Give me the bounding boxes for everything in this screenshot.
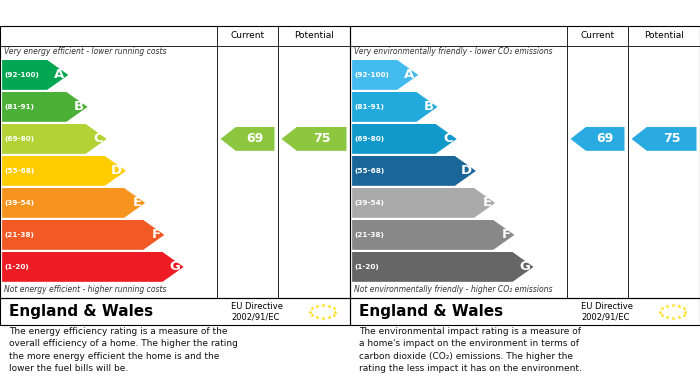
Text: (39-54): (39-54) xyxy=(4,200,34,206)
Text: England & Wales: England & Wales xyxy=(8,304,153,319)
Text: D: D xyxy=(461,164,472,178)
Text: (21-38): (21-38) xyxy=(4,232,34,238)
Text: 75: 75 xyxy=(663,133,680,145)
Text: Potential: Potential xyxy=(644,32,684,41)
Text: (69-80): (69-80) xyxy=(4,136,34,142)
Text: (81-91): (81-91) xyxy=(4,104,34,110)
Text: EU Directive: EU Directive xyxy=(581,302,633,311)
Text: (55-68): (55-68) xyxy=(354,168,384,174)
Text: EU Directive: EU Directive xyxy=(231,302,283,311)
Polygon shape xyxy=(570,127,624,151)
Polygon shape xyxy=(2,60,69,90)
Polygon shape xyxy=(220,127,274,151)
Text: (69-80): (69-80) xyxy=(354,136,384,142)
Text: D: D xyxy=(111,164,122,178)
Polygon shape xyxy=(281,127,346,151)
Text: The environmental impact rating is a measure of
a home's impact on the environme: The environmental impact rating is a mea… xyxy=(358,327,582,373)
Polygon shape xyxy=(2,124,106,154)
Text: B: B xyxy=(74,100,84,113)
Text: E: E xyxy=(482,196,491,210)
Polygon shape xyxy=(352,124,456,154)
Polygon shape xyxy=(352,188,495,218)
Text: (92-100): (92-100) xyxy=(4,72,39,78)
Polygon shape xyxy=(2,92,87,122)
Text: Current: Current xyxy=(230,32,265,41)
Text: 2002/91/EC: 2002/91/EC xyxy=(231,313,279,322)
Text: England & Wales: England & Wales xyxy=(358,304,503,319)
Text: G: G xyxy=(169,260,180,273)
Text: Current: Current xyxy=(580,32,615,41)
Text: 2002/91/EC: 2002/91/EC xyxy=(581,313,629,322)
Text: Not energy efficient - higher running costs: Not energy efficient - higher running co… xyxy=(4,285,166,294)
Text: Not environmentally friendly - higher CO₂ emissions: Not environmentally friendly - higher CO… xyxy=(354,285,552,294)
Text: Environmental Impact (CO₂) Rating: Environmental Impact (CO₂) Rating xyxy=(358,7,605,20)
Text: G: G xyxy=(519,260,530,273)
Polygon shape xyxy=(352,60,419,90)
Polygon shape xyxy=(352,252,533,282)
Text: F: F xyxy=(151,228,160,241)
Text: 69: 69 xyxy=(596,133,614,145)
Text: B: B xyxy=(424,100,434,113)
Text: Energy Efficiency Rating: Energy Efficiency Rating xyxy=(8,7,181,20)
Polygon shape xyxy=(352,156,476,186)
Polygon shape xyxy=(2,220,164,250)
Text: E: E xyxy=(132,196,141,210)
Text: (1-20): (1-20) xyxy=(4,264,29,270)
Polygon shape xyxy=(352,92,438,122)
Polygon shape xyxy=(352,220,514,250)
Text: (81-91): (81-91) xyxy=(354,104,384,110)
Text: 69: 69 xyxy=(246,133,264,145)
Text: Very energy efficient - lower running costs: Very energy efficient - lower running co… xyxy=(4,47,166,56)
Text: (55-68): (55-68) xyxy=(4,168,34,174)
Text: The energy efficiency rating is a measure of the
overall efficiency of a home. T: The energy efficiency rating is a measur… xyxy=(8,327,237,373)
Text: C: C xyxy=(93,133,103,145)
Text: (21-38): (21-38) xyxy=(354,232,384,238)
Text: (1-20): (1-20) xyxy=(354,264,379,270)
Text: F: F xyxy=(501,228,510,241)
Polygon shape xyxy=(2,188,145,218)
Text: A: A xyxy=(405,68,414,81)
Polygon shape xyxy=(2,156,126,186)
Text: (39-54): (39-54) xyxy=(354,200,384,206)
Polygon shape xyxy=(2,252,183,282)
Text: (92-100): (92-100) xyxy=(354,72,389,78)
Text: A: A xyxy=(55,68,64,81)
Text: Potential: Potential xyxy=(294,32,334,41)
Text: 75: 75 xyxy=(313,133,330,145)
Text: Very environmentally friendly - lower CO₂ emissions: Very environmentally friendly - lower CO… xyxy=(354,47,552,56)
Text: C: C xyxy=(443,133,453,145)
Polygon shape xyxy=(631,127,696,151)
